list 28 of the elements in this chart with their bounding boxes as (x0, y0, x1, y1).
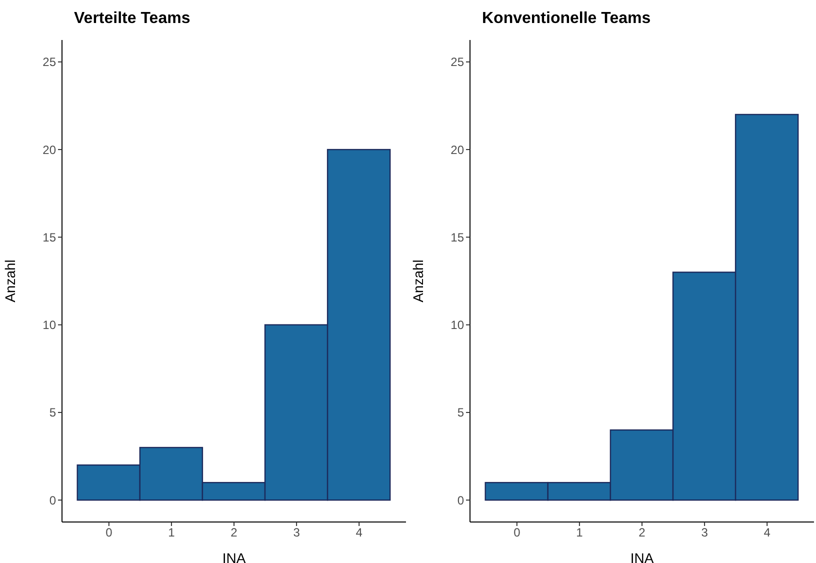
x-tick-label: 2 (230, 526, 238, 540)
y-tick-label: 20 (42, 142, 56, 157)
x-tick-label: 3 (701, 526, 708, 540)
y-tick-label: 5 (457, 406, 464, 420)
y-tick-label: 10 (42, 318, 56, 332)
x-tick-label: 4 (356, 526, 363, 540)
y-axis-title: Anzahl (2, 260, 18, 302)
chart-title: Konventionelle Teams (482, 10, 651, 28)
y-tick-label: 15 (42, 230, 56, 244)
y-tick-label: 5 (49, 406, 56, 420)
x-tick-label: 4 (764, 526, 771, 540)
y-tick-label: 0 (49, 493, 56, 508)
y-tick-label: 15 (450, 230, 464, 244)
y-axis-title: Anzahl (410, 260, 426, 302)
y-tick-label: 20 (450, 142, 464, 157)
x-axis-title: INA (222, 550, 246, 563)
x-tick-label: 1 (168, 526, 176, 540)
x-tick-label: 0 (106, 526, 113, 540)
y-tick-label: 0 (457, 493, 464, 508)
x-tick-label: 2 (638, 526, 646, 540)
x-tick-label: 0 (514, 526, 521, 540)
x-axis-title: INA (630, 550, 654, 563)
chart-title: Verteilte Teams (74, 10, 190, 28)
y-tick-label: 10 (450, 318, 464, 332)
y-tick-label: 25 (450, 55, 464, 70)
y-tick-label: 25 (42, 55, 56, 70)
x-tick-label: 1 (576, 526, 584, 540)
x-tick-label: 3 (293, 526, 300, 540)
